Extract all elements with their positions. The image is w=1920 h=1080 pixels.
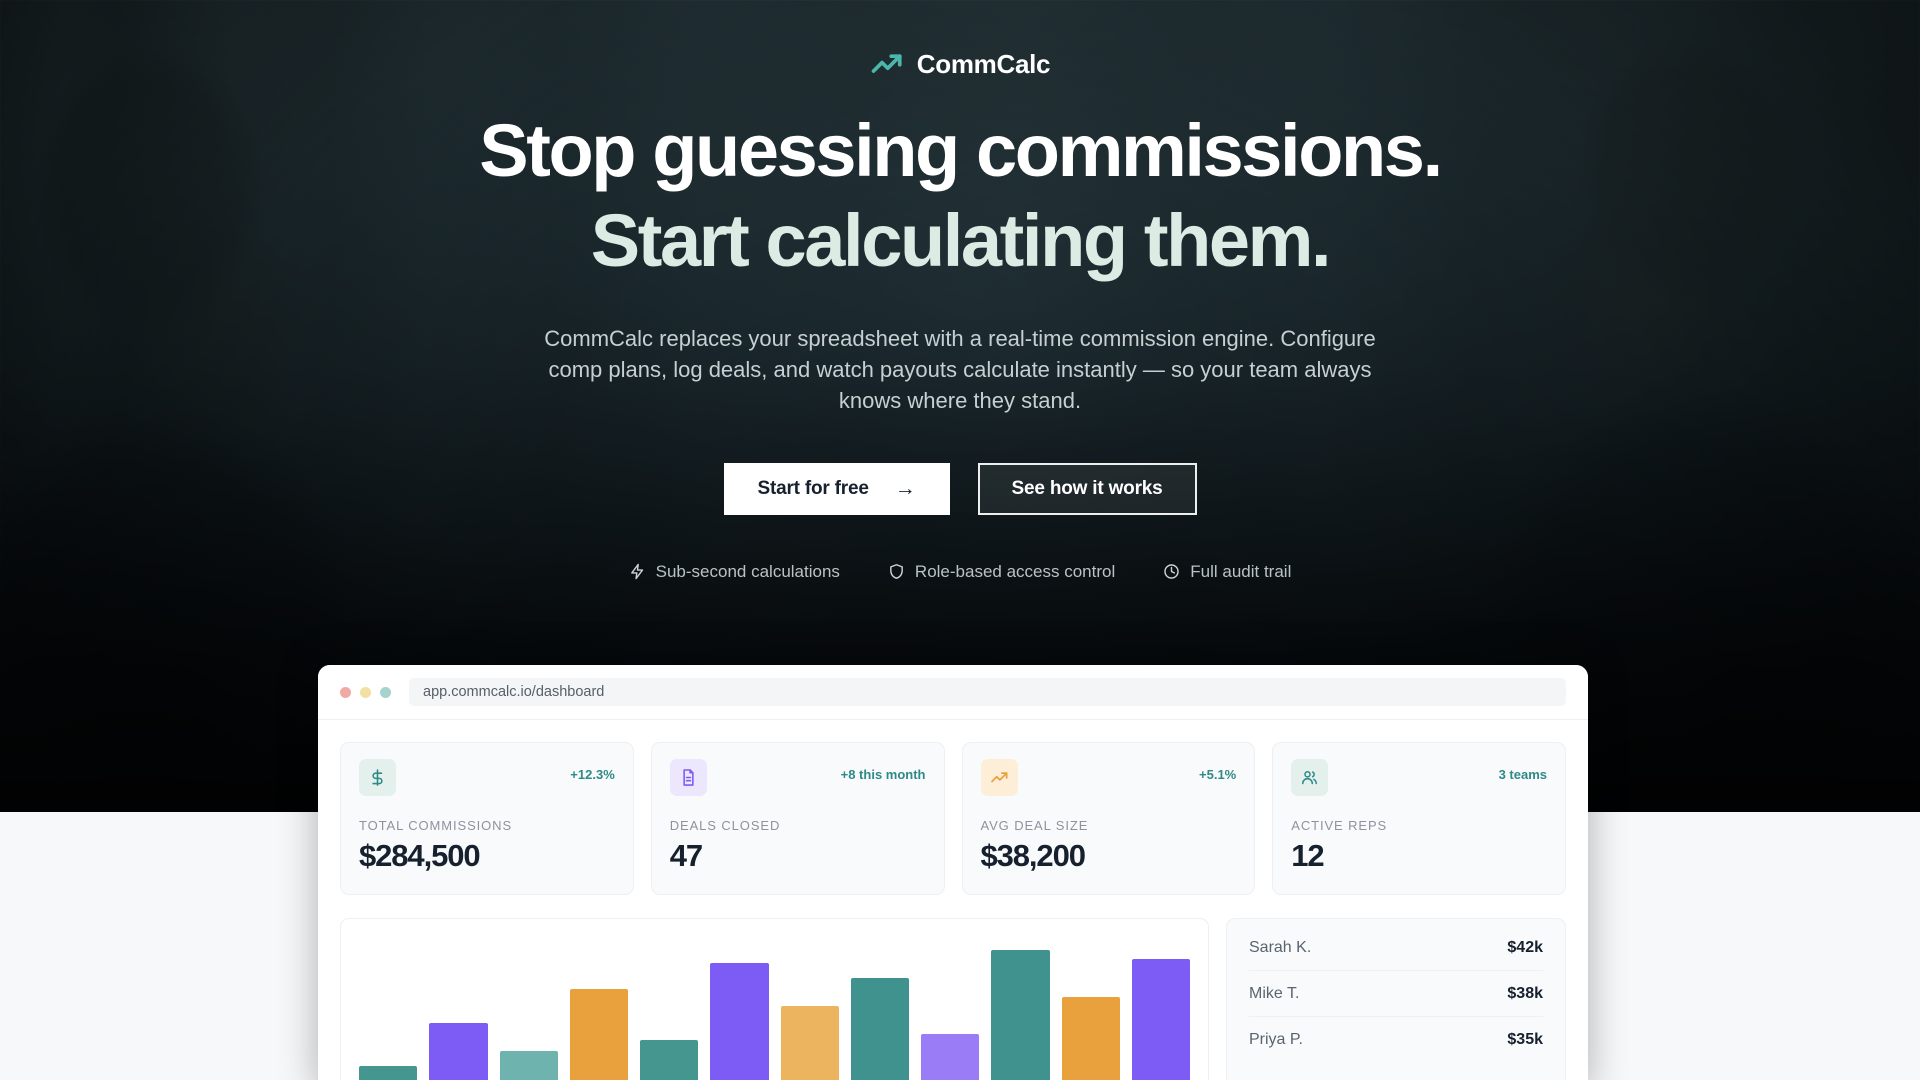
stat-label: AVG DEAL SIZE — [980, 818, 1089, 833]
lightning-bolt-icon — [629, 563, 646, 580]
minimize-icon[interactable] — [360, 686, 371, 698]
dollar-icon — [359, 759, 396, 796]
badge-label: Sub-second calculations — [655, 561, 840, 581]
rep-name: Mike T. — [1249, 984, 1300, 1002]
feature-badges: Sub-second calculations Role-based acces… — [629, 562, 1291, 582]
chart-bar — [640, 1040, 699, 1080]
maximize-icon[interactable] — [380, 686, 391, 698]
stat-value: 12 — [1291, 838, 1324, 873]
page-title: Stop guessing commissions. Start calcula… — [479, 109, 1443, 282]
stat-value: 47 — [669, 838, 703, 873]
badge-full-audit-trail: Full audit trail — [1163, 562, 1291, 582]
browser-toolbar: app.commcalc.io/dashboard — [318, 665, 1588, 720]
dashboard-body: +12.3% TOTAL COMMISSIONS $284,500 — [318, 720, 1588, 1080]
chart-bar — [569, 988, 628, 1080]
chart-bar — [1061, 997, 1120, 1080]
commissions-bar-chart[interactable] — [340, 918, 1209, 1080]
chart-bar — [429, 1022, 488, 1080]
rep-value: $38k — [1507, 984, 1543, 1002]
hero-subheading: CommCalc replaces your spreadsheet with … — [544, 326, 1376, 414]
stat-label: TOTAL COMMISSIONS — [359, 818, 513, 833]
stat-card-deals-closed[interactable]: +8 this month DEALS CLOSED 47 — [650, 742, 945, 895]
stat-value: $38,200 — [980, 838, 1086, 873]
rep-name: Sarah K. — [1249, 938, 1312, 956]
stat-card-avg-deal-size[interactable]: +5.1% AVG DEAL SIZE $38,200 — [961, 742, 1256, 895]
see-how-it-works-label: See how it works — [1011, 477, 1163, 499]
stat-card-row: +12.3% TOTAL COMMISSIONS $284,500 — [340, 742, 1566, 895]
stat-delta: +12.3% — [570, 767, 615, 782]
clock-icon — [1163, 563, 1180, 580]
headline-line-1: Stop guessing commissions. — [479, 109, 1443, 192]
stat-card-total-commissions[interactable]: +12.3% TOTAL COMMISSIONS $284,500 — [340, 742, 634, 895]
rep-value: $42k — [1507, 938, 1543, 956]
shield-icon — [888, 563, 905, 580]
see-how-it-works-button[interactable]: See how it works — [977, 462, 1197, 515]
cta-row: Start for free → See how it works — [723, 462, 1197, 515]
chart-bar — [499, 1050, 558, 1080]
badge-label: Full audit trail — [1190, 561, 1292, 581]
trending-up-icon — [870, 47, 904, 81]
start-for-free-button[interactable]: Start for free → — [723, 462, 950, 515]
list-item[interactable]: Sarah K. $42k — [1249, 925, 1543, 971]
badge-sub-second-calculations: Sub-second calculations — [629, 562, 840, 582]
arrow-right-icon: → — [894, 477, 916, 501]
close-icon[interactable] — [340, 686, 351, 698]
leaderboard-list: Sarah K. $42k Mike T. $38k Priya P. $35k — [1226, 918, 1566, 1080]
rep-name: Priya P. — [1249, 1031, 1303, 1048]
dashboard-lower-row: Sarah K. $42k Mike T. $38k Priya P. $35k — [340, 918, 1566, 1080]
chart-bar — [780, 1005, 839, 1080]
stat-label: ACTIVE REPS — [1291, 818, 1388, 833]
rep-value: $35k — [1507, 1031, 1543, 1048]
trending-up-icon — [980, 759, 1018, 796]
chart-bar — [921, 1033, 980, 1080]
stat-delta: +8 this month — [840, 767, 926, 782]
stat-label: DEALS CLOSED — [669, 818, 781, 833]
chart-bar — [1131, 958, 1190, 1080]
chart-bar — [991, 950, 1050, 1080]
brand-name: CommCalc — [916, 48, 1051, 79]
chart-bar — [710, 962, 769, 1080]
browser-mockup: app.commcalc.io/dashboard +12.3% TOTAL C… — [318, 665, 1588, 1080]
document-icon — [669, 759, 707, 796]
users-icon — [1291, 759, 1329, 796]
brand-logo[interactable]: CommCalc — [870, 47, 1051, 81]
stat-delta: 3 teams — [1498, 767, 1547, 782]
stat-delta: +5.1% — [1199, 767, 1237, 782]
badge-label: Role-based access control — [914, 561, 1116, 581]
url-text: app.commcalc.io/dashboard — [423, 684, 605, 700]
badge-role-based-access-control: Role-based access control — [888, 562, 1115, 582]
chart-bar — [359, 1065, 418, 1080]
stat-value: $284,500 — [359, 838, 481, 873]
list-item[interactable]: Priya P. $35k — [1249, 1017, 1543, 1063]
stat-card-active-reps[interactable]: 3 teams ACTIVE REPS 12 — [1272, 742, 1566, 895]
start-for-free-label: Start for free — [757, 477, 869, 499]
headline-line-2: Start calculating them. — [590, 199, 1332, 282]
chart-bar — [850, 977, 909, 1080]
window-controls — [340, 686, 391, 698]
url-input[interactable]: app.commcalc.io/dashboard — [409, 678, 1566, 706]
list-item[interactable]: Mike T. $38k — [1249, 971, 1543, 1017]
